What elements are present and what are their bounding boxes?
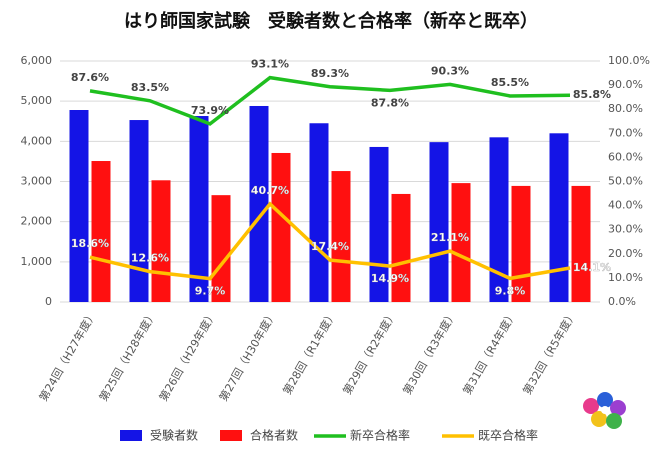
data-label: 40.7% [251, 184, 289, 197]
y2-tick-label: 30.0% [608, 223, 643, 236]
bar [91, 161, 111, 302]
legend-swatch [120, 430, 142, 441]
y2-tick-label: 70.0% [608, 126, 643, 139]
bar [571, 185, 591, 302]
bar [151, 180, 171, 302]
y-tick-label: 0 [45, 295, 52, 308]
data-label: 87.6% [71, 71, 109, 84]
data-label: 14.1% [573, 261, 611, 274]
x-tick-label: 第27回（H30年度） [216, 308, 279, 404]
chart-title: はり師国家試験 受験者数と合格率（新卒と既卒） [124, 10, 538, 32]
x-tick-label: 第32回（R5年度） [520, 308, 579, 397]
data-label: 18.6% [71, 237, 109, 250]
bar [451, 183, 471, 302]
data-label: 12.6% [131, 252, 169, 265]
data-label: 85.8% [573, 88, 611, 101]
y2-tick-label: 50.0% [608, 175, 643, 188]
data-label: 17.4% [311, 240, 349, 253]
data-label: 93.1% [251, 58, 289, 71]
y-tick-label: 4,000 [21, 134, 53, 147]
y2-tick-label: 80.0% [608, 102, 643, 115]
bar [69, 110, 89, 303]
y-tick-label: 3,000 [21, 175, 53, 188]
legend-label: 受験者数 [150, 428, 198, 443]
legend-label: 新卒合格率 [350, 428, 410, 443]
legend-label: 既卒合格率 [478, 428, 538, 443]
y-tick-label: 1,000 [21, 255, 53, 268]
data-label: 90.3% [431, 64, 469, 77]
y2-tick-label: 60.0% [608, 150, 643, 163]
y2-tick-label: 90.0% [608, 78, 643, 91]
x-tick-label: 第24回（H27年度） [36, 308, 99, 404]
y-tick-label: 5,000 [21, 94, 53, 107]
logo [583, 392, 626, 429]
bar [249, 105, 269, 302]
y-tick-label: 6,000 [21, 54, 53, 67]
y2-tick-label: 0.0% [608, 295, 636, 308]
bar [129, 120, 149, 302]
y2-tick-label: 100.0% [608, 54, 650, 67]
data-label: 89.3% [311, 67, 349, 80]
line [89, 201, 571, 281]
bar [331, 171, 351, 302]
y2-tick-label: 20.0% [608, 247, 643, 260]
x-tick-label: 第28回（R1年度） [280, 308, 339, 397]
data-label: 9.8% [495, 284, 526, 297]
bar [511, 185, 531, 302]
data-label: 87.8% [371, 96, 409, 109]
data-label: 83.5% [131, 81, 169, 94]
x-tick-label: 第25回（H28年度） [96, 308, 159, 404]
bar [549, 133, 569, 302]
bar [429, 142, 449, 302]
legend-label: 合格者数 [250, 428, 298, 443]
legend-swatch [220, 430, 242, 441]
data-label: 85.5% [491, 76, 529, 89]
y2-tick-label: 40.0% [608, 199, 643, 212]
data-label: 9.7% [195, 285, 226, 298]
line [89, 75, 571, 126]
data-label: 21.1% [431, 231, 469, 244]
data-label: 73.9% [191, 104, 229, 117]
bar [489, 137, 509, 302]
x-tick-label: 第29回（R2年度） [340, 308, 399, 397]
y2-tick-label: 10.0% [608, 271, 643, 284]
x-tick-label: 第26回（H29年度） [156, 308, 219, 404]
bar [309, 123, 329, 302]
x-tick-label: 第30回（R3年度） [400, 308, 459, 397]
bar [189, 116, 209, 302]
bar [391, 193, 411, 302]
data-label: 14.9% [371, 272, 409, 285]
y-tick-label: 2,000 [21, 215, 53, 228]
bar [211, 195, 231, 302]
bar [271, 152, 291, 302]
x-tick-label: 第31回（R4年度） [460, 308, 519, 397]
